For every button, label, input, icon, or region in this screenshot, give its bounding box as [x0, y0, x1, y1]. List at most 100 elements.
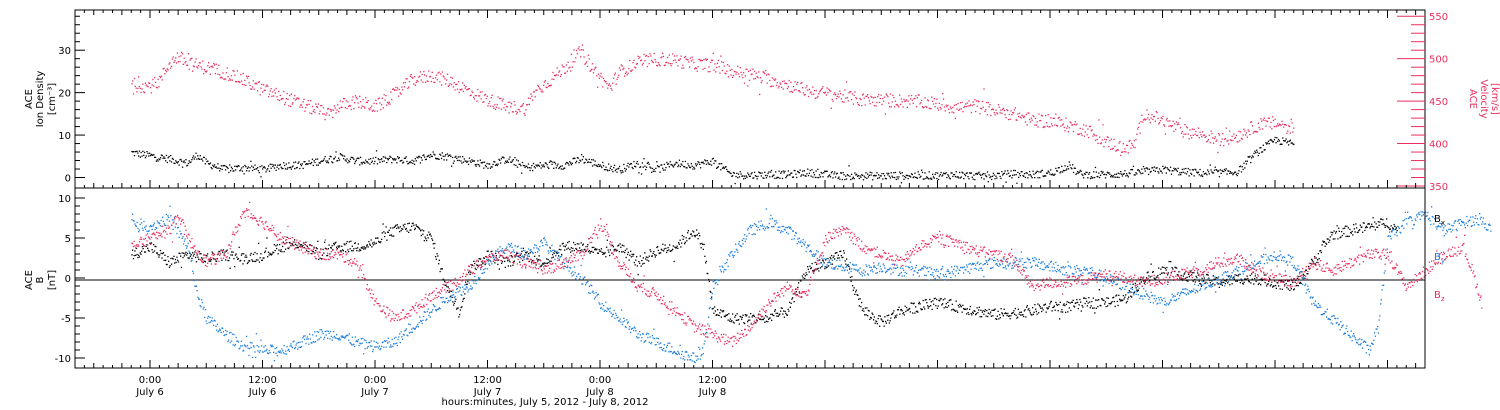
- data-point: [197, 155, 199, 157]
- data-point: [755, 322, 757, 324]
- data-point: [396, 344, 398, 347]
- data-point: [312, 334, 314, 336]
- data-point: [744, 322, 746, 325]
- data-point: [979, 316, 981, 318]
- data-point: [799, 279, 801, 281]
- data-point: [138, 254, 140, 256]
- data-point: [879, 175, 881, 177]
- data-point: [918, 94, 920, 96]
- data-point: [279, 94, 281, 97]
- data-point: [954, 309, 956, 312]
- data-point: [197, 67, 199, 69]
- data-point: [738, 76, 741, 78]
- data-point: [1288, 140, 1291, 142]
- data-point: [354, 162, 356, 165]
- data-point: [1131, 142, 1133, 145]
- data-point: [265, 171, 267, 173]
- data-point: [455, 83, 457, 86]
- data-point: [911, 302, 913, 304]
- data-point: [580, 160, 582, 162]
- data-point: [418, 155, 420, 157]
- data-point: [1194, 278, 1196, 281]
- data-point: [1286, 142, 1288, 144]
- data-point: [356, 340, 358, 342]
- data-point: [674, 163, 676, 165]
- data-point: [318, 331, 320, 333]
- data-point: [1261, 151, 1263, 153]
- data-point: [1275, 142, 1277, 144]
- data-point: [1014, 107, 1016, 109]
- data-point: [359, 248, 361, 251]
- data-point: [613, 167, 615, 169]
- data-point: [672, 165, 674, 167]
- data-point: [769, 176, 771, 178]
- data-point: [1052, 174, 1054, 176]
- data-point: [1176, 123, 1178, 126]
- data-point: [332, 249, 334, 251]
- data-point: [909, 307, 911, 310]
- data-point: [1110, 138, 1113, 140]
- data-point: [1159, 170, 1162, 172]
- data-point: [1281, 143, 1283, 145]
- data-point: [661, 249, 663, 251]
- data-point: [132, 220, 135, 222]
- data-point: [319, 162, 321, 164]
- data-point: [1010, 110, 1012, 112]
- data-point: [1115, 173, 1118, 175]
- data-point: [186, 64, 188, 66]
- data-point: [328, 332, 330, 335]
- data-point: [694, 68, 696, 70]
- data-point: [703, 162, 705, 165]
- data-point: [537, 164, 539, 166]
- data-point: [1192, 169, 1194, 171]
- data-point: [1110, 302, 1112, 304]
- data-point: [381, 160, 384, 163]
- data-point: [368, 107, 370, 110]
- data-point: [1166, 266, 1168, 269]
- data-point: [385, 95, 387, 97]
- data-point: [488, 259, 490, 261]
- data-point: [813, 93, 815, 95]
- data-point: [142, 248, 144, 250]
- data-point: [1257, 279, 1259, 281]
- data-point: [385, 346, 387, 348]
- data-point: [575, 49, 578, 52]
- data-point: [660, 57, 662, 59]
- data-point: [976, 173, 978, 175]
- data-point: [368, 158, 370, 161]
- data-point: [983, 88, 985, 90]
- data-point: [1178, 123, 1180, 126]
- data-point: [712, 157, 714, 160]
- data-point: [549, 247, 551, 249]
- data-point: [295, 98, 298, 100]
- data-point: [202, 308, 204, 310]
- data-point: [453, 297, 455, 299]
- data-point: [1142, 121, 1144, 123]
- data-point: [135, 225, 138, 227]
- data-point: [1185, 167, 1187, 170]
- data-point: [825, 259, 827, 261]
- data-point: [462, 298, 464, 300]
- data-point: [1197, 127, 1200, 129]
- data-point: [504, 103, 506, 106]
- data-point: [910, 176, 912, 178]
- data-point: [957, 176, 959, 178]
- data-point: [1063, 303, 1065, 305]
- data-point: [587, 244, 589, 246]
- data-point: [526, 165, 528, 167]
- data-point: [246, 170, 248, 172]
- data-point: [153, 85, 155, 87]
- data-point: [428, 70, 430, 72]
- data-point: [732, 313, 734, 315]
- data-point: [1159, 120, 1162, 122]
- data-point: [429, 156, 431, 159]
- data-point: [551, 257, 553, 259]
- data-point: [1079, 127, 1081, 130]
- data-point: [606, 83, 608, 85]
- data-point: [970, 172, 973, 174]
- data-point: [381, 341, 383, 344]
- data-point: [251, 88, 253, 90]
- data-point: [1235, 173, 1237, 175]
- data-point: [1277, 125, 1280, 127]
- data-point: [888, 172, 890, 174]
